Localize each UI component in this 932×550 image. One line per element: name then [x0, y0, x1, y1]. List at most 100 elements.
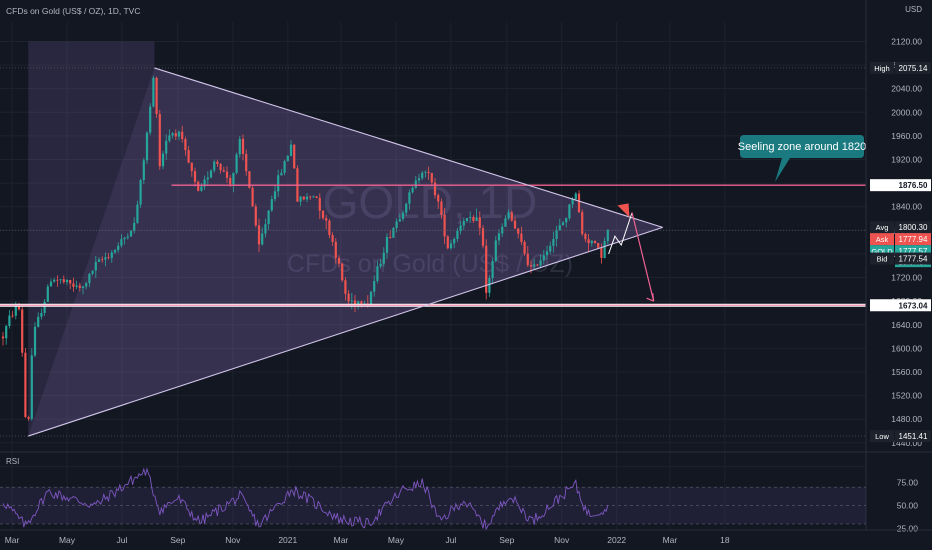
time-axis-labels[interactable]: Mar May Jul Sep Nov 2021 Mar May Jul Sep Nov 2022 Ma… — [5, 535, 730, 545]
candle-body — [139, 180, 142, 205]
candle-body — [443, 214, 446, 237]
candle-body — [43, 301, 46, 313]
candle-body — [142, 160, 145, 181]
price-tick-label: 1840.00 — [891, 202, 922, 212]
bid-tag-label-bg — [870, 252, 894, 265]
triangle-trendlines[interactable] — [28, 67, 663, 437]
candle-body — [219, 164, 222, 171]
candle-body — [184, 139, 187, 151]
price-tick-label: 1640.00 — [891, 320, 922, 330]
candle-body — [62, 279, 65, 283]
price-axis-panel[interactable] — [866, 0, 932, 550]
time-grid — [11, 22, 726, 530]
candle-body — [437, 195, 440, 202]
candle-body — [286, 155, 289, 162]
projection-down-arrow[interactable] — [631, 212, 655, 302]
candle-body — [209, 170, 213, 178]
candle-body — [245, 153, 248, 172]
candle-body — [113, 250, 117, 253]
ask-tag-label: Ask — [876, 235, 889, 244]
ask-tag-value-bg — [895, 233, 931, 246]
candle-body — [411, 187, 414, 193]
candle-body — [85, 283, 88, 287]
candle-body — [161, 153, 165, 167]
candle-body — [8, 315, 11, 326]
callout-bubble — [740, 135, 864, 182]
candle-body — [606, 229, 609, 242]
rsi-tick-label: 75.00 — [897, 478, 919, 488]
candle-body — [600, 247, 603, 258]
projection-zigzag[interactable] — [608, 212, 633, 255]
low-tag-label-bg — [870, 430, 894, 443]
candle-body — [545, 251, 549, 256]
candle-body — [334, 241, 337, 258]
candle-body — [385, 236, 389, 253]
low-tag-value: 1451.41 — [899, 432, 928, 441]
candle-body — [309, 196, 312, 198]
candle-body — [312, 196, 315, 198]
candle-body — [571, 199, 574, 205]
high-tag-value-bg — [895, 61, 931, 74]
lower-trendline[interactable] — [28, 226, 663, 437]
ask-tag-value: 1777.94 — [899, 235, 928, 244]
candle-body — [315, 196, 318, 198]
resistance-tag-value: 1876.50 — [899, 181, 928, 190]
candle-body — [117, 245, 120, 251]
projection-path[interactable] — [608, 203, 655, 302]
candle-body — [430, 173, 433, 183]
candle-body — [257, 225, 261, 245]
low-tag-value-bg — [895, 430, 931, 443]
rsi-tick-label: 50.00 — [897, 501, 919, 511]
price-tick-label: 1600.00 — [891, 343, 922, 353]
horizontal-levels[interactable] — [0, 67, 866, 437]
candle-body — [321, 210, 325, 219]
candle-body — [561, 222, 565, 226]
candle-body — [177, 131, 181, 137]
candle-body — [565, 218, 568, 223]
candle-body — [193, 171, 197, 182]
candle-body — [174, 133, 177, 137]
candle-body — [248, 171, 251, 188]
avg-tag-label-bg — [870, 221, 894, 234]
candle-body — [152, 77, 155, 107]
upper-trendline[interactable] — [154, 67, 663, 228]
candle-body — [494, 240, 497, 262]
candle-body — [229, 177, 232, 185]
candle-body — [603, 241, 606, 258]
candle-body — [449, 243, 453, 249]
candle-body — [165, 140, 168, 154]
time-axis-label: Jul — [117, 535, 128, 545]
candle-body — [510, 212, 513, 221]
candle-body — [456, 230, 459, 240]
symbol-title[interactable]: CFDs on Gold (US$ / OZ), 1D, TVC — [6, 6, 140, 16]
time-axis-label: Nov — [225, 535, 241, 545]
candle-body — [104, 257, 107, 260]
candle-body — [1, 336, 5, 339]
candle-body — [584, 233, 587, 240]
time-axis-label: 2022 — [607, 535, 626, 545]
avg-tag-value: 1800.30 — [899, 223, 928, 232]
time-axis-label: Jul — [445, 535, 456, 545]
candle-body — [206, 177, 209, 180]
candle-body — [462, 220, 465, 226]
avg-tag-value-bg — [895, 221, 931, 234]
candle-body — [341, 263, 344, 281]
candle-body — [389, 236, 392, 238]
candle-body — [133, 222, 136, 231]
candle-body — [414, 180, 417, 188]
time-axis-label: Mar — [663, 535, 678, 545]
candle-body — [59, 279, 62, 281]
callout-annotation[interactable]: Seeling zone around 1820 — [738, 135, 866, 182]
candle-body — [273, 191, 277, 200]
candle-body — [232, 172, 235, 185]
price-tick-label: 1440.00 — [891, 438, 922, 448]
price-tick-label: 2120.00 — [891, 36, 922, 46]
candle-body — [469, 216, 472, 219]
candle-body — [369, 291, 373, 305]
candle-body — [382, 252, 385, 264]
candle-body — [590, 240, 593, 244]
candle-body — [190, 162, 193, 172]
candle-body — [337, 257, 341, 264]
price-tick-label: 1520.00 — [891, 391, 922, 401]
